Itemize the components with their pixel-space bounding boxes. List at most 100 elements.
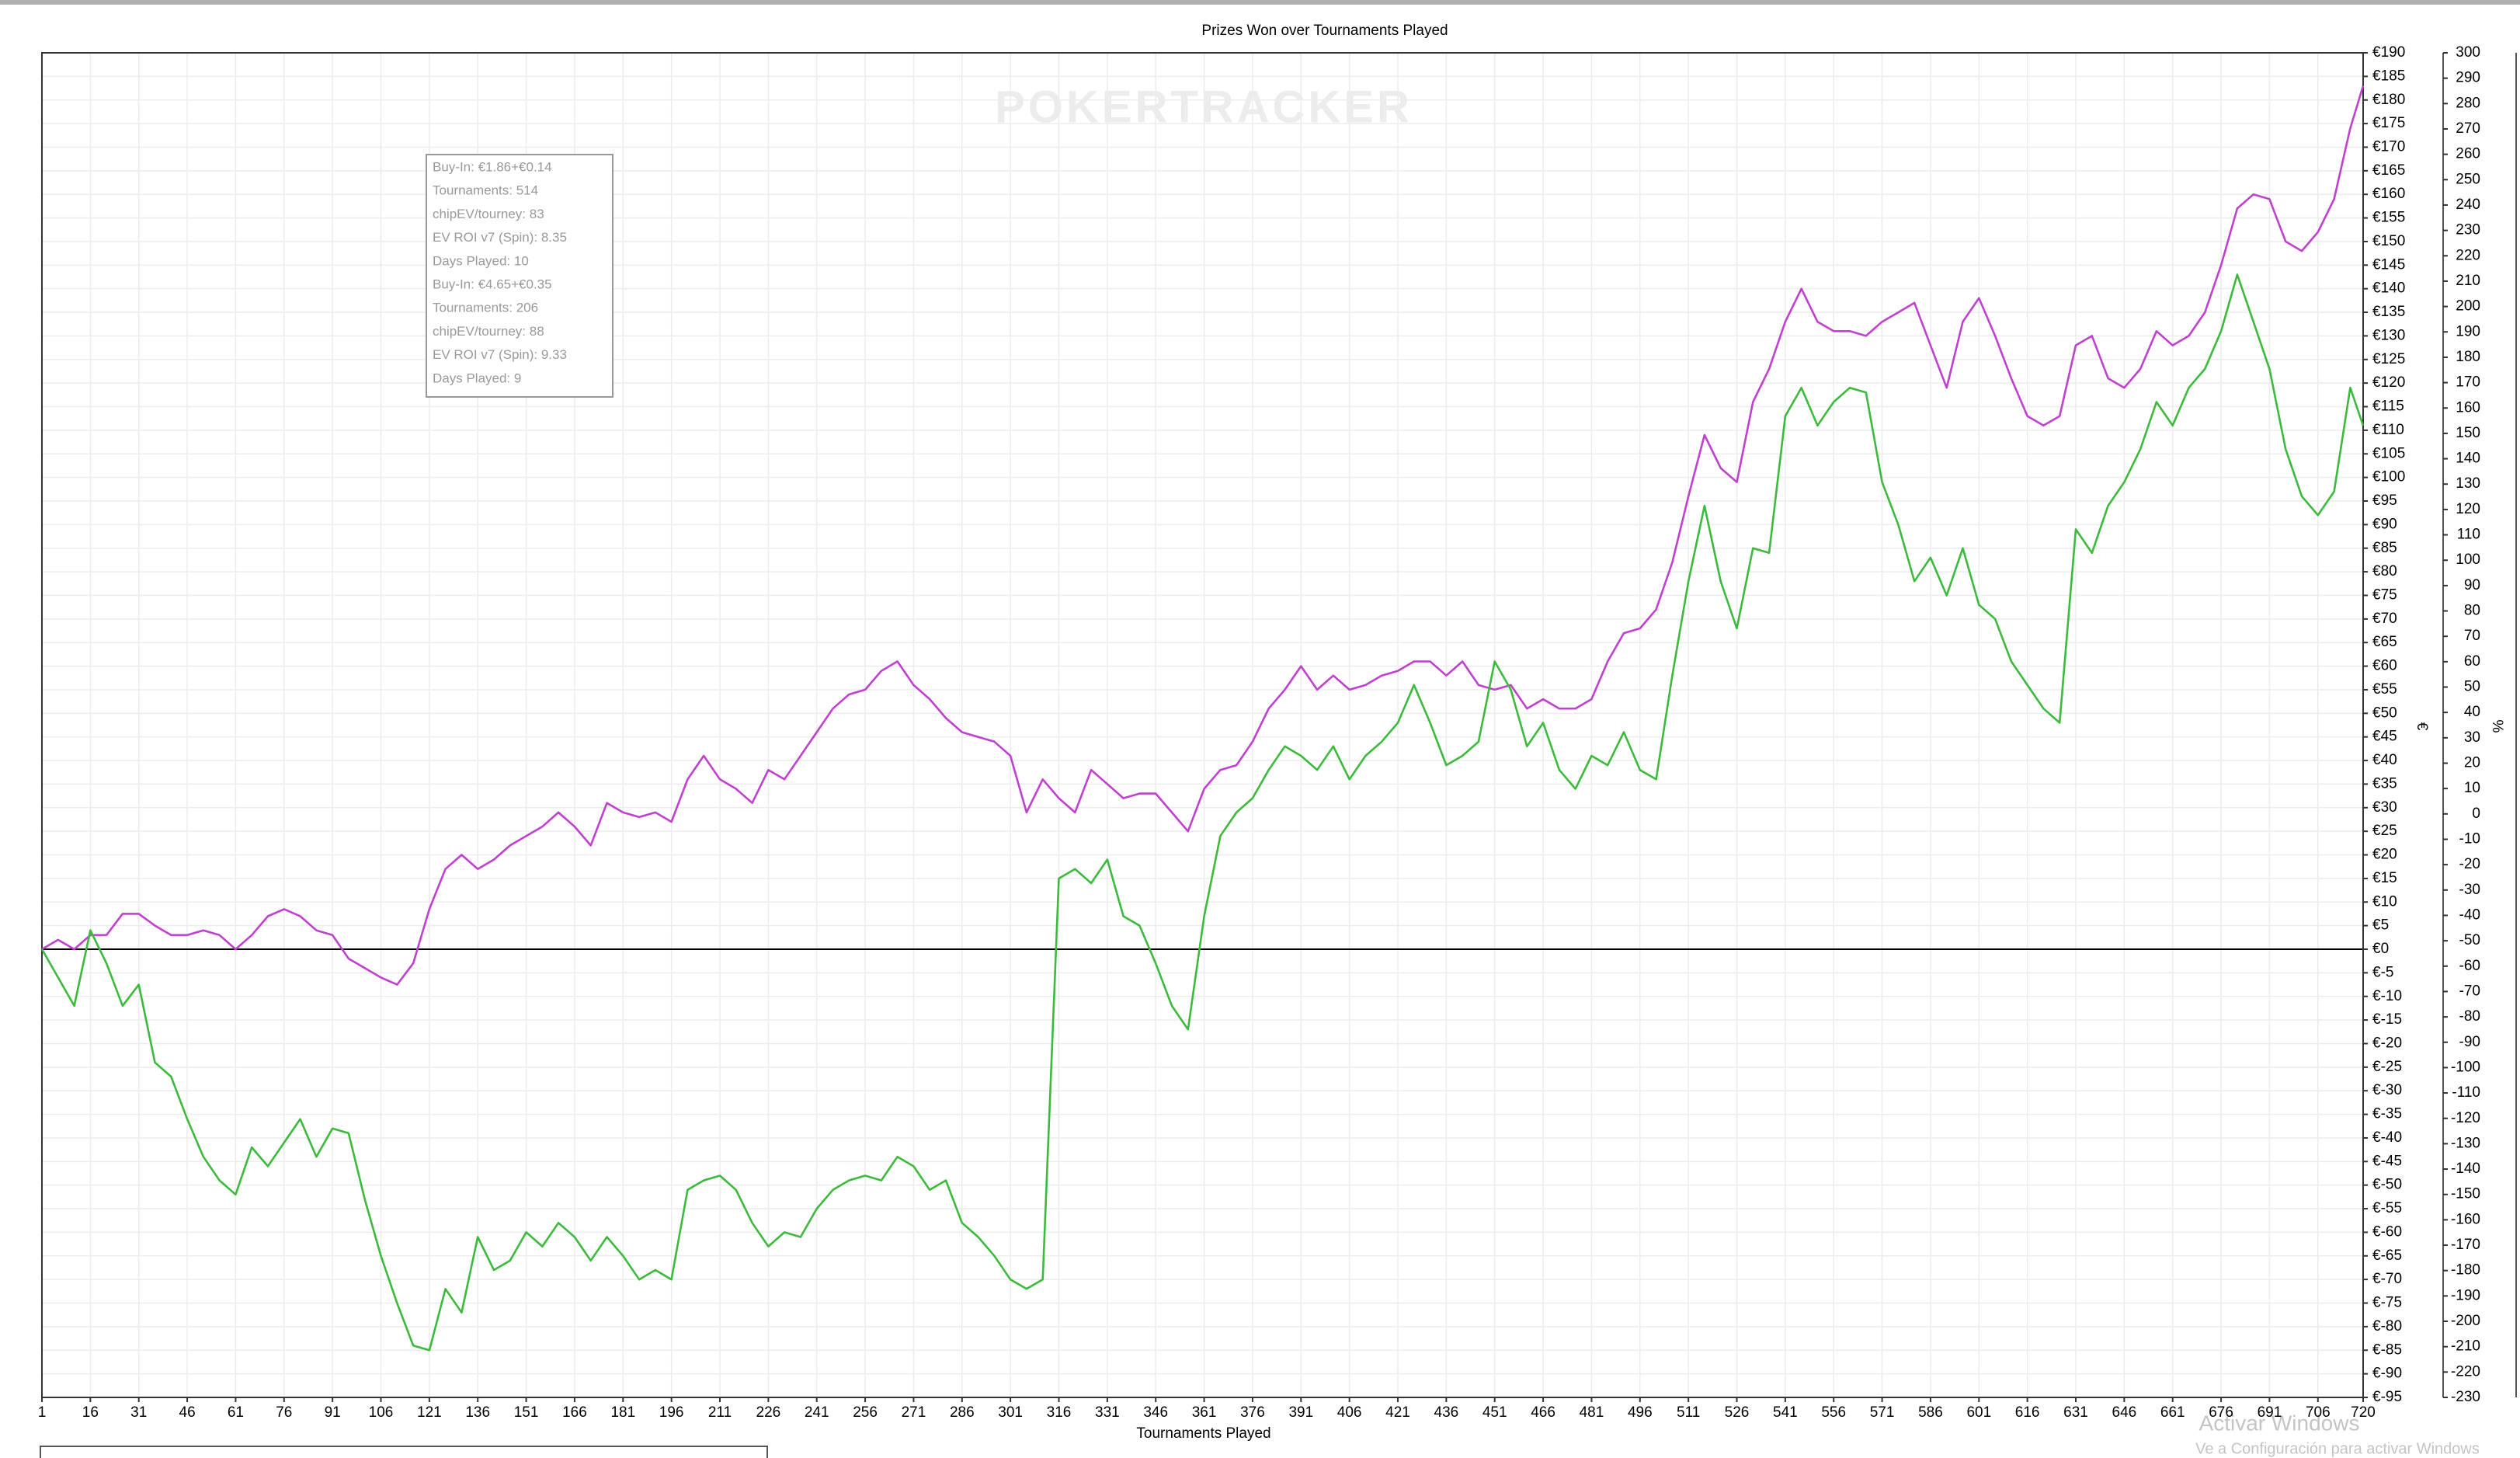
tooltip-text: Tournaments: 514 [433,183,538,198]
y-tick-label: €-95 [2372,1389,2402,1405]
y2-tick-label: -60 [2459,958,2480,974]
y2-tick-label: 170 [2456,374,2480,391]
x-tick-label: 526 [1725,1404,1750,1421]
x-tick-label: 346 [1143,1404,1168,1421]
y-tick-label: €-85 [2372,1341,2402,1358]
y-tick-label: €155 [2372,210,2405,226]
series-line [41,85,2365,986]
y-tick-label: €-40 [2372,1129,2402,1146]
y2-tick-label: 140 [2456,451,2480,467]
x-tick-label: 1 [38,1404,47,1421]
y2-tick-label: -150 [2451,1186,2480,1202]
x-tick-label: 556 [1821,1404,1846,1421]
x-tick-label: 661 [2160,1404,2185,1421]
y-tick-label: €150 [2372,233,2405,249]
y2-tick-label: 160 [2456,399,2480,416]
y2-tick-label: -10 [2459,830,2480,847]
y-tick-label: €100 [2372,469,2405,485]
y-tick-label: €-5 [2372,964,2393,980]
y2-tick-label: 10 [2464,780,2480,796]
x-tick-label: 196 [659,1404,684,1421]
y-tick-label: €135 [2372,304,2405,320]
x-tick-label: 181 [610,1404,635,1421]
y2-tick-label: -210 [2451,1338,2480,1355]
chart-title: Prizes Won over Tournaments Played [1201,23,1448,39]
y-tick-label: €125 [2372,351,2405,367]
y2-tick-label: -20 [2459,856,2480,872]
y-tick-label: €130 [2372,327,2405,343]
y2-tick-label: -70 [2459,983,2480,999]
x-tick-label: 151 [514,1404,539,1421]
y2-tick-label: -140 [2451,1160,2480,1177]
x-tick-label: 586 [1918,1404,1943,1421]
y2-tick-label: 190 [2456,323,2480,339]
y2-tick-label: 220 [2456,247,2480,263]
y2-tick-label: -40 [2459,906,2480,923]
x-tick-label: 241 [805,1404,829,1421]
grid [41,52,2364,1398]
y-tick-label: €10 [2372,893,2397,910]
y-tick-label: €170 [2372,138,2405,155]
y2-axis-label: % [2489,720,2505,733]
x-tick-label: 646 [2112,1404,2137,1421]
y-tick-label: €105 [2372,445,2405,461]
x-tick-label: 391 [1288,1404,1313,1421]
x-tick-label: 706 [2306,1404,2331,1421]
y2-tick-label: 80 [2464,603,2480,619]
y-tick-label: €5 [2372,917,2389,934]
x-tick-label: 331 [1095,1404,1120,1421]
y2-tick-label: -130 [2451,1135,2480,1151]
x-tick-label: 256 [853,1404,878,1421]
plot-frame [41,52,2364,1398]
series-line [40,273,2365,1352]
y2-tick-label: 120 [2456,501,2480,517]
x-tick-label: 451 [1482,1404,1507,1421]
y-tick-label: €80 [2372,563,2397,579]
tooltip-text: chipEV/tourney: 83 [433,207,544,221]
y2-tick-label: 30 [2464,729,2480,746]
x-tick-label: 61 [228,1404,244,1421]
y-tick-label: €140 [2372,280,2405,297]
y-tick-label: €60 [2372,658,2397,674]
x-tick-label: 541 [1773,1404,1798,1421]
y-tick-label: €-30 [2372,1082,2402,1098]
y-tick-label: €35 [2372,775,2397,792]
x-tick-label: 211 [708,1404,732,1421]
x-tick-label: 421 [1385,1404,1410,1421]
y-tick-label: €-50 [2372,1177,2402,1193]
y2-tick-label: -170 [2451,1237,2480,1253]
x-tick-label: 496 [1628,1404,1653,1421]
y2-tick-label: -200 [2451,1313,2480,1329]
y-tick-label: €145 [2372,256,2405,273]
y2-tick-label: -50 [2459,932,2480,948]
y2-tick-label: 290 [2456,70,2480,86]
y-tick-label: €-35 [2372,1106,2402,1122]
x-tick-label: 271 [902,1404,926,1421]
x-tick-label: 106 [369,1404,394,1421]
y2-tick-label: 270 [2456,120,2480,137]
y-tick-label: €55 [2372,681,2397,698]
y-tick-label: €-70 [2372,1271,2402,1287]
x-tick-label: 376 [1240,1404,1265,1421]
y-tick-label: €-60 [2372,1223,2402,1240]
y-tick-label: €65 [2372,634,2397,650]
tooltip: Buy-In: €1.86+€0.14 Tournaments: 514 chipE… [426,154,613,398]
x-tick-label: 361 [1192,1404,1217,1421]
y2-tick-label: 180 [2456,349,2480,365]
x-tick-label: 436 [1434,1404,1459,1421]
tooltip-box [426,154,613,398]
y-tick-label: €50 [2372,705,2397,721]
y-tick-label: €90 [2372,516,2397,532]
tooltip-text: Buy-In: €4.65+€0.35 [433,277,552,291]
y2-tick-label: -230 [2451,1389,2480,1405]
tooltip-text: Buy-In: €1.86+€0.14 [433,159,552,174]
y2-tick-label: -160 [2451,1211,2480,1227]
y-axis-label: € [2414,722,2430,731]
x-tick-label: 166 [562,1404,587,1421]
y2-tick-label: 60 [2464,653,2480,670]
y-tick-label: €0 [2372,941,2389,957]
window-border [0,0,2520,5]
y-tick-label: €-10 [2372,988,2402,1004]
y2-tick-label: -220 [2451,1363,2480,1380]
